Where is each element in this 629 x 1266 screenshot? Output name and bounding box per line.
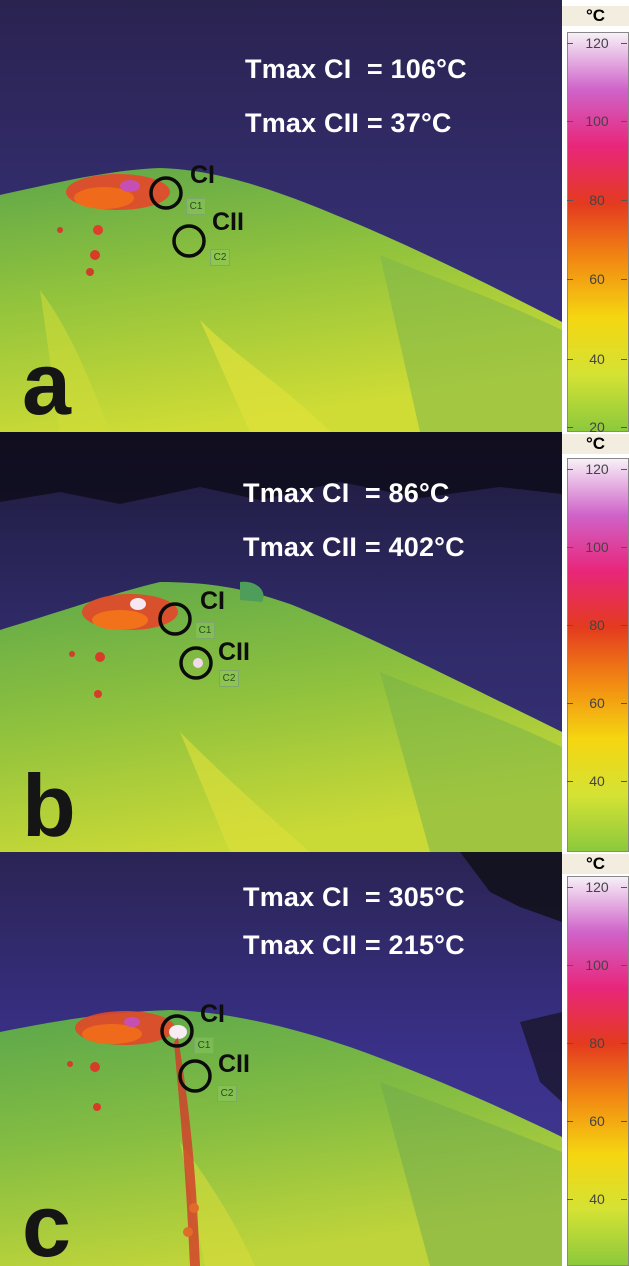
roi-tag-c1: C1 (186, 198, 206, 215)
temperature-scale-c: °C 120 100 80 60 40 (562, 852, 629, 1266)
thermal-scene-b (0, 432, 562, 852)
roi-tag-c1: C1 (195, 622, 215, 639)
roi-label-ci: CI (200, 1000, 225, 1028)
scale-tick: 40 (567, 352, 627, 366)
roi-markers-a (149, 176, 206, 258)
scale-tick: 120 (567, 462, 627, 476)
ci-temperature-readout: Tmax CI = 305°C (243, 882, 465, 912)
roi-markers-c (160, 1014, 212, 1093)
roi-tag-c2: C2 (217, 1085, 237, 1102)
roi-circle-ci (158, 602, 192, 636)
panel-letter: c (22, 1176, 71, 1266)
roi-tag-c2: C2 (219, 670, 239, 687)
roi-label-ci: CI (200, 587, 225, 615)
thermal-panel-b: Tmax CI = 86°C Tmax CII = 402°C CI CII C… (0, 432, 629, 852)
scale-ticks: 120 100 80 60 40 20 (567, 32, 627, 434)
thermal-scene-a (0, 0, 562, 432)
hot-spots-b (69, 594, 203, 698)
scale-tick: 80 (567, 1036, 627, 1050)
scale-tick: 40 (567, 774, 627, 788)
roi-label-cii: CII (218, 638, 250, 666)
thermal-scene-c (0, 852, 562, 1266)
scale-ticks: 120 100 80 60 40 (567, 458, 627, 850)
scale-tick: 120 (567, 36, 627, 50)
scale-tick: 20 (567, 420, 627, 434)
scale-unit-label: °C (562, 434, 629, 454)
scale-unit-label: °C (562, 6, 629, 26)
roi-tag-c2: C2 (210, 249, 230, 266)
roi-label-cii: CII (212, 208, 244, 236)
hot-spots-a (57, 174, 170, 276)
panel-letter: b (22, 756, 76, 852)
scale-unit-label: °C (562, 854, 629, 874)
roi-circle-cii (172, 224, 206, 258)
scale-tick: 120 (567, 880, 627, 894)
roi-tag-c1: C1 (194, 1037, 214, 1054)
scale-tick: 40 (567, 1192, 627, 1206)
temperature-scale-b: °C 120 100 80 60 40 (562, 432, 629, 852)
scale-tick: 80 (567, 193, 627, 207)
scale-tick: 60 (567, 272, 627, 286)
roi-circle-ci (149, 176, 183, 210)
scale-tick: 60 (567, 696, 627, 710)
roi-circle-cii (179, 646, 213, 680)
roi-label-cii: CII (218, 1050, 250, 1078)
thermal-panel-c: Tmax CI = 305°C Tmax CII = 215°C CI CII … (0, 852, 629, 1266)
scale-tick: 100 (567, 958, 627, 972)
hot-spots-c (67, 1011, 200, 1266)
cii-temperature-readout: Tmax CII = 37°C (245, 108, 452, 138)
ci-temperature-readout: Tmax CI = 86°C (243, 478, 450, 508)
scale-tick: 100 (567, 114, 627, 128)
cii-temperature-readout: Tmax CII = 215°C (243, 930, 465, 960)
scale-tick: 80 (567, 618, 627, 632)
roi-markers-b (158, 602, 213, 680)
scale-ticks: 120 100 80 60 40 (567, 876, 627, 1264)
roi-circle-ci (160, 1014, 194, 1048)
roi-label-ci: CI (190, 161, 215, 189)
scale-tick: 60 (567, 1114, 627, 1128)
cii-temperature-readout: Tmax CII = 402°C (243, 532, 465, 562)
ci-temperature-readout: Tmax CI = 106°C (245, 54, 467, 84)
scale-tick: 100 (567, 540, 627, 554)
temperature-scale-a: °C 120 100 80 60 40 20 (562, 0, 629, 434)
thermal-panel-a: Tmax CI = 106°C Tmax CII = 37°C CI CII C… (0, 0, 629, 432)
roi-circle-cii (178, 1059, 212, 1093)
panel-letter: a (22, 334, 71, 432)
